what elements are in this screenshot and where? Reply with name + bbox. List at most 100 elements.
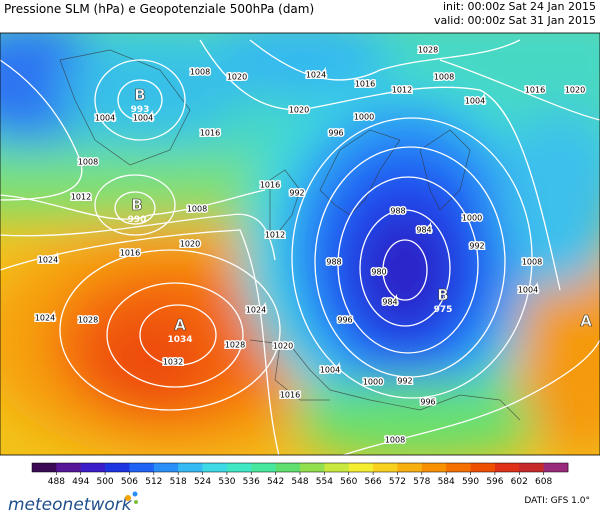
colorbar-swatch — [153, 463, 179, 472]
isobar-labels: 1008 1004 1020 1024 1028 1008 1012 1016 1020 1004… — [33, 44, 586, 446]
colorbar-swatch — [105, 463, 130, 472]
logo: meteonetwork — [8, 491, 138, 515]
isobar-label: 1008 — [187, 205, 207, 214]
center-value: 975 — [434, 305, 453, 315]
isobar-label: 1032 — [163, 358, 183, 367]
isobar-label: 992 — [469, 242, 484, 251]
isobar-label: 1004 — [518, 286, 538, 295]
isobar-label: 1020 — [180, 240, 200, 249]
map-title: Pressione SLM (hPa) e Geopotenziale 500h… — [4, 2, 314, 16]
isobar-label: 1004 — [133, 114, 153, 123]
coastline — [419, 129, 471, 211]
center-value: 993 — [131, 105, 150, 115]
isobar-label: 1016 — [120, 249, 140, 258]
isobar-label: 988 — [390, 207, 405, 216]
init-time: init: 00:00z Sat 24 Jan 2015 — [443, 0, 596, 13]
map-frame — [0, 32, 600, 456]
isobar-label: 1008 — [434, 73, 454, 82]
colorbar-swatch — [397, 463, 423, 472]
colorbar-swatch — [373, 463, 398, 472]
colorbar-label: 578 — [413, 477, 430, 487]
coastline — [249, 339, 521, 421]
center-letter: B — [437, 286, 448, 304]
colorbar-swatch — [519, 463, 544, 472]
isobar-label: 1016 — [525, 86, 545, 95]
center-letter: B — [131, 196, 142, 214]
colorbar-frame — [31, 462, 569, 473]
data-source: DATI: GFS 1.0° — [524, 496, 590, 506]
colorbar-label: 584 — [438, 477, 455, 487]
isobar-label: 1028 — [418, 46, 438, 55]
colorbar-swatch — [324, 463, 350, 472]
isobar-label: 1028 — [225, 341, 245, 350]
center-value: 990 — [128, 215, 147, 225]
colorbar-swatch — [202, 463, 228, 472]
colorbar-swatch — [226, 463, 252, 472]
isobar-label: 1024 — [306, 71, 326, 80]
colorbar-label: 518 — [170, 477, 187, 487]
colorbar-swatch — [251, 463, 276, 472]
isobar-label: 1016 — [200, 129, 220, 138]
isobar-label: 1024 — [35, 314, 55, 323]
isobar-label: 1020 — [289, 106, 309, 115]
isobar-label: 1012 — [265, 231, 285, 240]
colorbar-swatch — [80, 463, 106, 472]
colorbar-swatch — [178, 463, 203, 472]
colorbar-label: 506 — [121, 477, 138, 487]
coastline — [59, 49, 191, 166]
colorbar-label: 530 — [218, 477, 235, 487]
coastline — [274, 344, 330, 401]
isobar-label: 1004 — [95, 114, 115, 123]
colorbar-label: 572 — [389, 477, 406, 487]
colorbar-label: 494 — [72, 477, 89, 487]
isobar-label: 1016 — [280, 391, 300, 400]
isobar-label: 980 — [371, 268, 386, 277]
isobar-label: 984 — [416, 226, 431, 235]
isobar-label: 1028 — [78, 316, 98, 325]
isobar-label: 1012 — [71, 193, 91, 202]
isobar-label: 1020 — [273, 342, 293, 351]
isobar-label: 984 — [382, 298, 397, 307]
isobar-label: 1016 — [260, 181, 280, 190]
center-value: 1034 — [167, 335, 192, 345]
isobar-label: 996 — [337, 316, 352, 325]
colorbar-label: 596 — [486, 477, 503, 487]
colorbar-label: 548 — [291, 477, 308, 487]
isobar-label: 1012 — [392, 86, 412, 95]
colorbar-swatch — [348, 463, 374, 472]
colorbar-label: 488 — [48, 477, 65, 487]
isobar-label: 1004 — [320, 366, 340, 375]
isobar-label: 1000 — [354, 113, 374, 122]
colorbar-label: 524 — [194, 477, 211, 487]
isobar-label: 992 — [397, 377, 412, 386]
isobar-label: 1016 — [355, 80, 375, 89]
colorbar-swatch — [421, 463, 447, 472]
colorbar-swatch — [543, 463, 569, 472]
isobar-label: 1008 — [190, 68, 210, 77]
isobar-label: 1020 — [565, 86, 585, 95]
colorbar-swatch — [32, 463, 57, 472]
isobar-label: 1008 — [522, 258, 542, 267]
colorbar: 488 494 500 506 512 518 524 530 536 542 548 554 560 5… — [31, 462, 569, 487]
map-field: 1008 1004 1020 1024 1028 1008 1012 1016 1020 1004… — [0, 33, 600, 455]
valid-time: valid: 00:00z Sat 31 Jan 2015 — [434, 14, 596, 27]
colorbar-label: 590 — [462, 477, 479, 487]
colorbar-swatch — [275, 463, 301, 472]
isobar-label: 996 — [420, 398, 435, 407]
center-letter: A — [580, 312, 592, 330]
colorbar-swatch — [56, 463, 82, 472]
colorbar-swatch — [470, 463, 496, 472]
colorbar-label: 512 — [145, 477, 162, 487]
isobar-label: 1020 — [227, 73, 247, 82]
isobar-label: 992 — [289, 189, 304, 198]
colorbar-label: 542 — [267, 477, 284, 487]
isobar-label: 988 — [326, 258, 341, 267]
colorbar-label: 608 — [535, 477, 552, 487]
isobar-label: 996 — [328, 129, 343, 138]
isobar-label: 1004 — [465, 97, 485, 106]
isobar-label: 1000 — [462, 214, 482, 223]
isobar-label: 1000 — [363, 378, 383, 387]
colorbar-swatch — [494, 463, 520, 472]
colorbar-label: 536 — [243, 477, 260, 487]
